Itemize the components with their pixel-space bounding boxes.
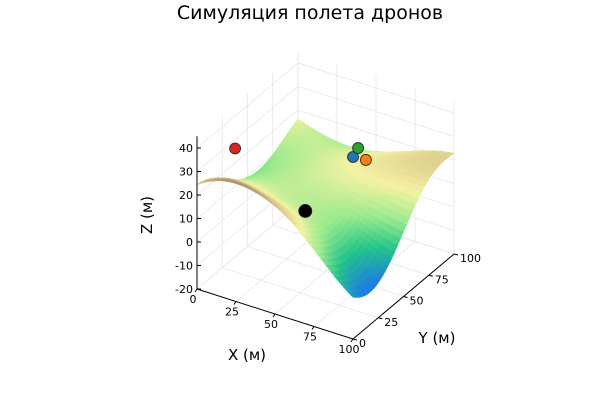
x-tick-label: 25 [225,306,239,319]
z-tick-label: 10 [179,213,193,226]
x-tick-mark [233,301,237,305]
x-tick-label: 100 [339,343,360,356]
y-tick-label: 0 [359,337,366,350]
wall-grid-z [196,62,455,149]
wall-grid-z [196,109,455,196]
x-tick-label: 50 [264,318,278,331]
drone-marker [229,142,242,155]
wall-grid-z [196,86,455,172]
z-axis-label: Z (м) [138,196,156,234]
z-tick-label: -20 [175,283,193,296]
drone-marker [347,151,359,163]
x-axis-label: X (м) [228,346,266,364]
surface-cell [347,292,357,298]
y-tick-label: 75 [435,273,449,286]
x-tick-label: 75 [303,331,317,344]
y-tick-mark [453,253,459,256]
z-tick-label: 30 [179,166,193,179]
drone-marker [352,142,365,154]
y-tick-mark [403,296,408,298]
y-axis-label: Y (м) [418,329,456,347]
drone-marker [298,204,313,218]
x-tick-mark [350,338,354,343]
floor-grid-y [247,246,404,297]
y-tick-mark [428,274,433,277]
drone-marker [359,154,372,166]
x-tick-mark [272,313,276,318]
z-tick-label: 0 [186,236,193,249]
y-tick-mark [352,338,358,341]
z-tick-label: 20 [179,189,193,202]
x-tick-label: 0 [190,293,197,306]
x-tick-mark [194,288,198,293]
z-tick-label: 40 [179,142,193,155]
y-tick-mark [378,317,383,320]
y-tick-label: 25 [384,316,398,329]
drones [229,142,372,218]
y-tick-label: 50 [410,295,424,308]
x-tick-mark [311,326,315,330]
z-tick-label: -10 [175,260,193,273]
y-tick-label: 100 [460,252,481,265]
chart-title: Симуляция полета дронов [177,2,443,24]
